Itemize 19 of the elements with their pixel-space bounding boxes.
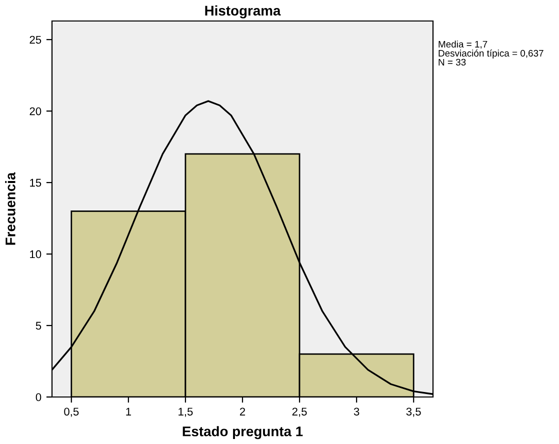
- y-tick-label: 5: [36, 322, 42, 330]
- x-tick-label: 1: [126, 408, 131, 416]
- x-tick-label: 0,5: [64, 408, 79, 417]
- x-axis-title: Estado pregunta 1: [182, 426, 303, 440]
- x-tick-label: 2,5: [292, 408, 307, 417]
- chart-title: Histograma: [205, 5, 281, 18]
- text: N = 33: [438, 58, 466, 66]
- x-tick-label: 1,5: [178, 408, 193, 417]
- text: Media = 1,7: [438, 40, 488, 49]
- y-tick-label: 0: [36, 393, 42, 402]
- y-tick-label: 10: [30, 250, 42, 258]
- x-tick-label: 2: [240, 408, 246, 416]
- x-tick-label: 3: [354, 408, 360, 416]
- text: Desviación típica = 0,637: [438, 50, 544, 58]
- x-tick-label: 3,5: [406, 408, 421, 417]
- y-tick-label: 20: [30, 107, 42, 116]
- y-tick-label: 15: [30, 178, 42, 187]
- y-axis-title: Frecuencia: [5, 172, 16, 245]
- y-tick-label: 25: [30, 36, 42, 44]
